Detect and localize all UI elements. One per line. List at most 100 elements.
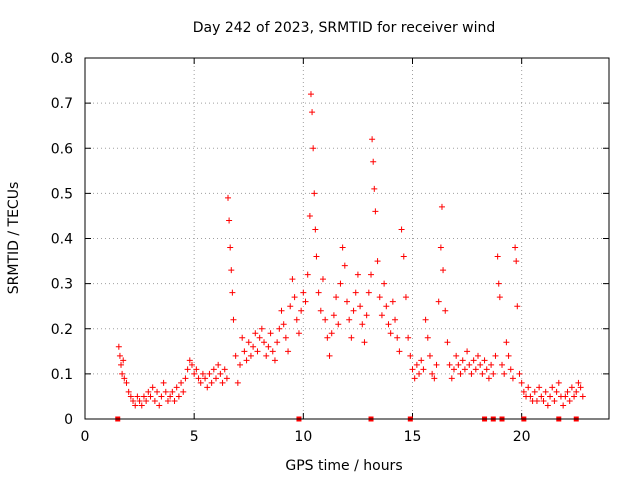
- data-point: [138, 402, 145, 409]
- data-point: [495, 280, 502, 287]
- data-point: [208, 379, 215, 386]
- data-point: [488, 361, 495, 368]
- data-point: [577, 384, 584, 391]
- y-tick-label: 0: [64, 412, 73, 428]
- data-point: [407, 352, 414, 359]
- data-point: [402, 294, 409, 301]
- data-point: [512, 244, 519, 251]
- data-point: [466, 361, 473, 368]
- data-point: [317, 307, 324, 314]
- data-point: [280, 321, 287, 328]
- data-point: [409, 366, 416, 373]
- data-point: [180, 388, 187, 395]
- data-point: [422, 316, 429, 323]
- data-point: [322, 316, 329, 323]
- data-point: [538, 393, 545, 400]
- data-point: [573, 388, 580, 395]
- data-point: [475, 352, 481, 359]
- data-point: [536, 384, 543, 391]
- data-point: [361, 339, 368, 346]
- data-point: [119, 370, 126, 377]
- data-point: [339, 244, 346, 251]
- data-point: [156, 402, 163, 409]
- data-point: [239, 334, 246, 341]
- grid-lines: [85, 58, 609, 419]
- x-tick-label: 10: [294, 429, 312, 445]
- data-point: [188, 361, 195, 368]
- data-point: [459, 357, 466, 364]
- data-point: [509, 375, 516, 382]
- data-point: [115, 343, 122, 350]
- data-point: [125, 388, 132, 395]
- data-point: [324, 334, 331, 341]
- data-point: [182, 375, 189, 382]
- data-point: [405, 334, 412, 341]
- data-point: [282, 334, 289, 341]
- data-point: [413, 361, 420, 368]
- x-tick-label: 15: [404, 429, 422, 445]
- data-point: [354, 271, 361, 278]
- data-point: [213, 375, 219, 382]
- data-point: [245, 339, 252, 346]
- data-point: [392, 316, 399, 323]
- data-point: [483, 366, 490, 373]
- data-point: [256, 334, 263, 341]
- data-point: [433, 361, 440, 368]
- data-point: [525, 384, 532, 391]
- data-point: [385, 321, 392, 328]
- data-point: [568, 384, 575, 391]
- data-point: [461, 366, 468, 373]
- data-point: [369, 136, 376, 143]
- data-point: [223, 375, 230, 382]
- data-point: [311, 190, 318, 197]
- data-point: [298, 307, 305, 314]
- data-point: [206, 370, 213, 377]
- data-point: [438, 203, 445, 210]
- data-point: [544, 402, 551, 409]
- data-point: [540, 397, 547, 404]
- data-point: [151, 397, 158, 404]
- data-point: [313, 253, 320, 260]
- data-point: [470, 357, 477, 364]
- data-point: [431, 375, 438, 382]
- data-point: [274, 339, 281, 346]
- data-point: [371, 185, 378, 192]
- data-point: [193, 366, 200, 373]
- data-point: [387, 330, 394, 337]
- y-tick-label: 0.2: [51, 322, 73, 338]
- data-point: [381, 280, 388, 287]
- x-tick-label: 20: [513, 429, 531, 445]
- data-point: [195, 375, 202, 382]
- data-point: [400, 253, 407, 260]
- data-point: [346, 316, 353, 323]
- data-point: [418, 357, 425, 364]
- data-point: [335, 321, 342, 328]
- data-point: [145, 388, 152, 395]
- data-point: [490, 370, 497, 377]
- data-point: [514, 303, 521, 310]
- data-point: [341, 262, 348, 269]
- y-tick-label: 0.8: [51, 51, 73, 67]
- data-point: [215, 361, 222, 368]
- data-point: [520, 388, 527, 395]
- data-point: [496, 294, 503, 301]
- data-point: [457, 370, 464, 377]
- data-point: [300, 289, 307, 296]
- data-point: [132, 402, 139, 409]
- data-point: [306, 212, 313, 219]
- data-point: [118, 361, 125, 368]
- chart-title: Day 242 of 2023, SRMTID for receiver win…: [193, 20, 496, 36]
- data-point: [199, 370, 206, 377]
- data-point: [383, 303, 390, 310]
- data-point: [359, 321, 366, 328]
- y-tick-label: 0.5: [51, 186, 73, 202]
- data-point: [352, 289, 359, 296]
- data-point: [527, 393, 534, 400]
- data-point: [435, 298, 442, 305]
- data-point: [376, 294, 383, 301]
- data-point: [549, 384, 556, 391]
- data-point: [533, 397, 540, 404]
- data-point: [344, 298, 350, 305]
- data-point: [186, 357, 193, 364]
- data-point: [267, 330, 274, 337]
